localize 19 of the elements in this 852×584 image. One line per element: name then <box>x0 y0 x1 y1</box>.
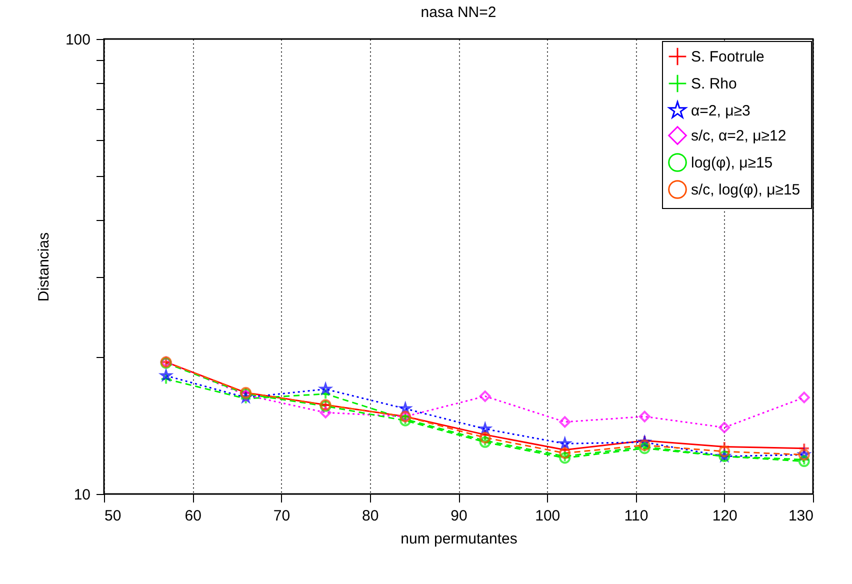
y-tick-label: 10 <box>74 486 90 504</box>
legend-label: S. Rho <box>691 76 737 92</box>
legend-label: log(φ), μ≥15 <box>691 154 773 172</box>
legend-label: s/c, log(φ), μ≥15 <box>691 182 800 198</box>
x-tick-label: 50 <box>104 508 122 524</box>
legend-label: α=2, μ≥3 <box>691 102 750 120</box>
x-tick-label: 110 <box>624 508 648 524</box>
legend-label: S. Footrule <box>691 48 764 66</box>
x-tick-label: 70 <box>273 508 290 524</box>
chart-title: nasa NN=2 <box>420 4 496 21</box>
y-axis-title: Distancias <box>35 232 52 302</box>
x-tick-label: 120 <box>712 508 738 524</box>
x-tick-label: 80 <box>362 508 379 524</box>
x-tick-label: 130 <box>788 508 814 524</box>
legend-label: s/c, α=2, μ≥12 <box>691 128 786 144</box>
x-tick-label: 60 <box>184 508 202 524</box>
x-axis-title: num permutantes <box>400 530 518 548</box>
x-tick-label: 100 <box>535 508 560 524</box>
x-tick-label: 90 <box>450 508 468 524</box>
